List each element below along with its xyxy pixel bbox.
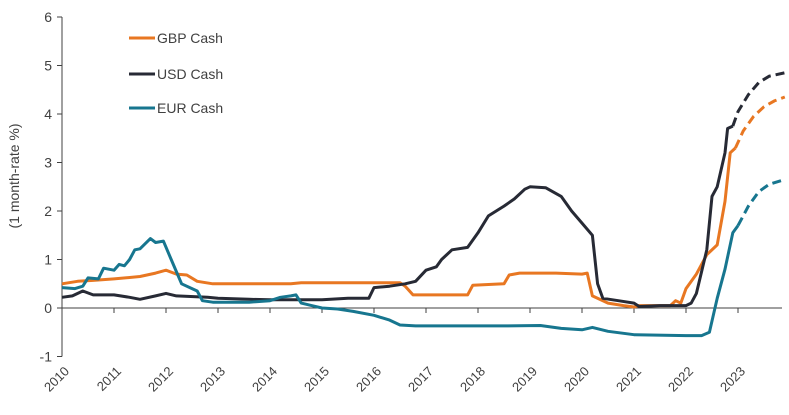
x-tick-label: 2011 xyxy=(94,364,124,394)
y-tick-label: 6 xyxy=(44,9,52,25)
legend: GBP Cash USD Cash EUR Cash xyxy=(129,30,223,116)
eur-cash-line xyxy=(61,224,740,338)
x-tick-label: 2020 xyxy=(561,364,592,395)
legend-label-gbp-cash: GBP Cash xyxy=(157,30,223,46)
x-tick-label: 2019 xyxy=(509,364,540,395)
x-tick-label: 2010 xyxy=(41,364,72,395)
x-tick-label: 2017 xyxy=(405,364,436,395)
y-tick-label: 3 xyxy=(44,155,52,171)
usd-cash-line xyxy=(61,124,734,308)
x-tick-label: 2015 xyxy=(301,364,332,395)
x-tick-label: 2016 xyxy=(353,364,384,395)
x-tick-label: 2013 xyxy=(197,364,228,395)
x-tick-label: 2012 xyxy=(145,364,176,395)
x-tick-label: 2023 xyxy=(717,364,748,395)
y-axis-label: (1 month-rate %) xyxy=(6,123,22,228)
x-tick-label: 2018 xyxy=(457,364,488,395)
legend-label-eur-cash: EUR Cash xyxy=(157,100,223,116)
gbp-cash-forecast-line xyxy=(734,95,786,149)
y-tick-label: -1 xyxy=(40,349,53,365)
x-tick-label: 2021 xyxy=(613,364,644,395)
usd-cash-forecast-line xyxy=(731,71,786,127)
y-tick-label: 5 xyxy=(44,58,52,74)
gbp-cash-line xyxy=(61,146,737,309)
x-tick-label: 2022 xyxy=(665,364,696,395)
series-lines xyxy=(61,71,786,338)
y-tick-label: 2 xyxy=(44,203,52,219)
y-tick-label: 1 xyxy=(44,252,52,268)
x-tick-label: 2014 xyxy=(249,364,280,395)
eur-cash-forecast-line xyxy=(736,178,786,227)
legend-label-usd-cash: USD Cash xyxy=(157,66,223,82)
y-tick-label: 4 xyxy=(44,106,52,122)
y-tick-label: 0 xyxy=(44,300,52,316)
